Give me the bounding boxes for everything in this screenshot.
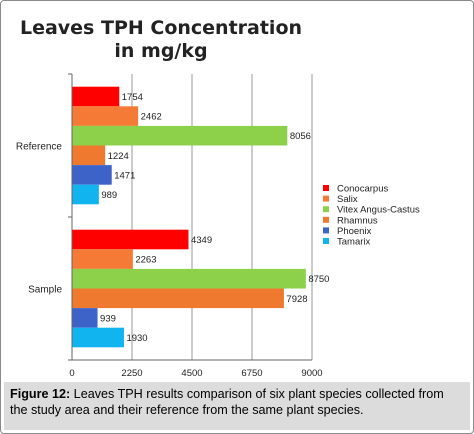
bar-value-label: 939	[100, 313, 116, 324]
x-tick-label: 4500	[181, 368, 202, 379]
caption-text: Leaves TPH results comparison of six pla…	[10, 387, 444, 417]
bar-value-label: 8750	[308, 274, 329, 285]
x-tick-label: 9000	[301, 368, 322, 379]
legend-swatch	[323, 238, 329, 244]
category-label: Sample	[28, 285, 62, 296]
legend-swatch	[323, 185, 329, 191]
bar-value-label: 1930	[126, 333, 147, 344]
bar	[72, 268, 306, 289]
bar-value-label: 7928	[286, 294, 307, 305]
caption-label: Figure 12:	[10, 387, 71, 401]
legend-swatch	[323, 216, 329, 223]
legend-label: Tamarix	[337, 237, 371, 248]
legend-label: Rhamnus	[337, 215, 378, 226]
legend-label: Phoenix	[337, 226, 372, 237]
bar	[72, 165, 112, 185]
legend-label: Conocarpus	[337, 184, 388, 195]
legend-swatch	[323, 195, 329, 202]
bar-value-label: 4349	[191, 235, 212, 246]
x-tick-label: 6750	[241, 368, 262, 379]
bar	[72, 308, 98, 328]
category-label: Reference	[16, 142, 63, 153]
bar-value-label: 989	[101, 190, 117, 201]
bar	[72, 106, 139, 126]
bar-value-label: 1754	[122, 92, 143, 103]
bar-value-label: 1471	[114, 170, 135, 181]
bar-value-label: 8056	[290, 131, 311, 142]
bar	[72, 184, 99, 205]
legend-swatch	[323, 206, 329, 213]
gridlines	[131, 74, 313, 360]
bar	[72, 125, 288, 146]
bar	[72, 249, 133, 269]
bar	[72, 229, 189, 250]
bars	[72, 86, 306, 348]
chart-title-line-2: in mg/kg	[114, 40, 207, 62]
bar	[72, 288, 284, 309]
x-tick-label: 2250	[121, 368, 142, 379]
legend-swatch	[323, 227, 329, 234]
bar	[72, 327, 124, 348]
axes: 0 2250 4500 6750 9000 Reference Sample	[16, 73, 323, 379]
figure-caption: Figure 12: Leaves TPH results comparison…	[4, 382, 470, 430]
bar-chart: Leaves TPH Concentration in mg/kg 1754 24…	[16, 17, 420, 379]
x-tick-label: 0	[69, 368, 74, 379]
bar	[72, 145, 106, 166]
bar	[72, 86, 120, 107]
bar-value-label: 1224	[108, 151, 129, 162]
bar-value-label: 2462	[141, 112, 162, 123]
chart-title-line-1: Leaves TPH Concentration	[20, 17, 302, 39]
bar-value-label: 2263	[135, 255, 156, 266]
legend-label: Salix	[337, 194, 358, 205]
legend-label: Vitex Angus-Castus	[337, 205, 420, 216]
